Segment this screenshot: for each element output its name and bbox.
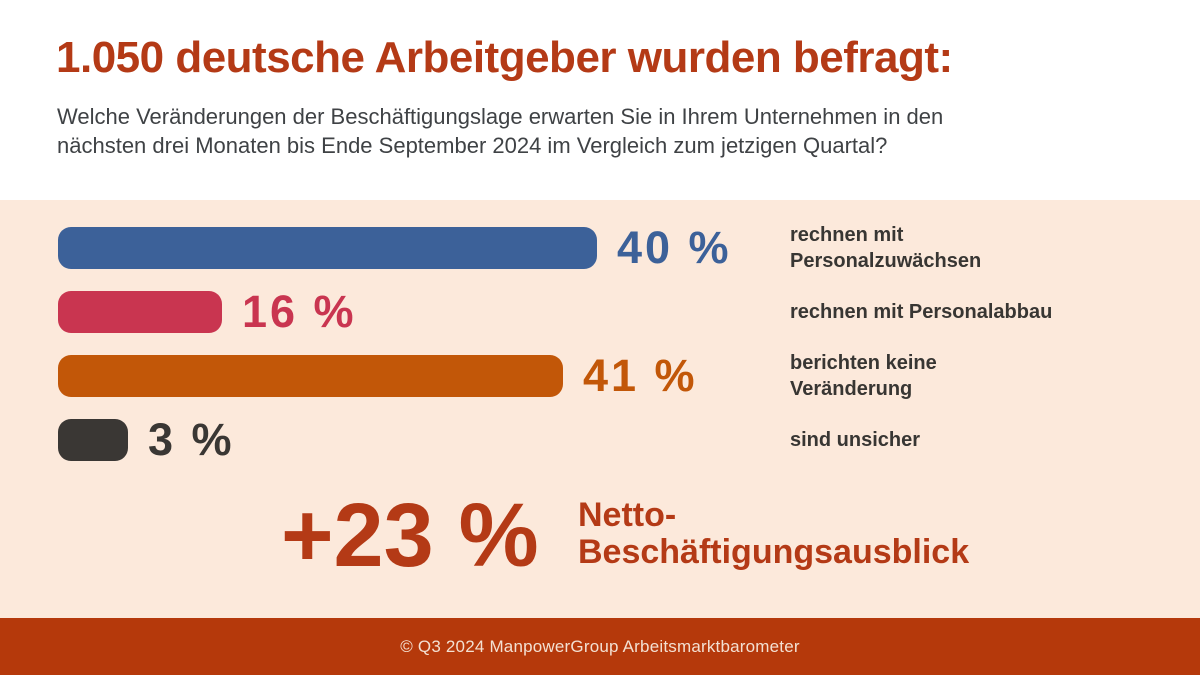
net-outlook-label: Netto- Beschäftigungsausblick — [578, 497, 969, 571]
bar-row-personalzuwaechse: 40 % — [58, 222, 732, 273]
footer-bar: © Q3 2024 ManpowerGroup Arbeitsmarktbaro… — [0, 618, 1200, 675]
bar-value-40: 40 % — [617, 222, 732, 273]
bar-value-16: 16 % — [242, 286, 357, 337]
bar-label-line: berichten keine — [790, 352, 937, 374]
survey-question: Welche Veränderungen der Beschäftigungsl… — [57, 102, 943, 160]
bar-red-16 — [58, 291, 222, 333]
page-title: 1.050 deutsche Arbeitgeber wurden befrag… — [56, 33, 953, 82]
bar-label-personalzuwaechse: rechnen mit Personalzuwächsen — [790, 224, 1130, 272]
bar-row-personalabbau: 16 % — [58, 286, 357, 337]
bar-value-41: 41 % — [583, 350, 698, 401]
survey-question-line-1: Welche Veränderungen der Beschäftigungsl… — [57, 104, 944, 129]
header-section: 1.050 deutsche Arbeitgeber wurden befrag… — [0, 0, 1200, 200]
bar-orange-41 — [58, 355, 563, 397]
bar-dark-3 — [58, 419, 128, 461]
survey-question-line-2: nächsten drei Monaten bis Ende September… — [57, 133, 888, 158]
source-credit: © Q3 2024 ManpowerGroup Arbeitsmarktbaro… — [400, 636, 800, 656]
bar-value-3: 3 % — [148, 414, 235, 465]
bar-label-personalabbau: rechnen mit Personalabbau — [790, 291, 1130, 333]
net-outlook-label-line-1: Netto- — [578, 496, 677, 534]
bar-row-unsicher: 3 % — [58, 414, 235, 465]
bar-label-line: Personalzuwächsen — [790, 250, 982, 272]
bar-label-line: rechnen mit — [790, 224, 904, 246]
net-outlook-value: +23 % — [281, 486, 539, 586]
bar-label-keine-veraenderung: berichten keine Veränderung — [790, 352, 1130, 400]
bar-blue-40 — [58, 227, 597, 269]
bar-label-unsicher: sind unsicher — [790, 419, 1130, 461]
chart-section: 40 % 16 % 41 % 3 % rechnen mit Personalz… — [0, 200, 1200, 618]
net-outlook-label-line-2: Beschäftigungsausblick — [578, 533, 970, 571]
bar-label-line: rechnen mit Personalabbau — [790, 301, 1053, 323]
bar-label-line: Veränderung — [790, 378, 913, 400]
bar-label-line: sind unsicher — [790, 429, 921, 451]
bar-row-keine-veraenderung: 41 % — [58, 350, 698, 401]
